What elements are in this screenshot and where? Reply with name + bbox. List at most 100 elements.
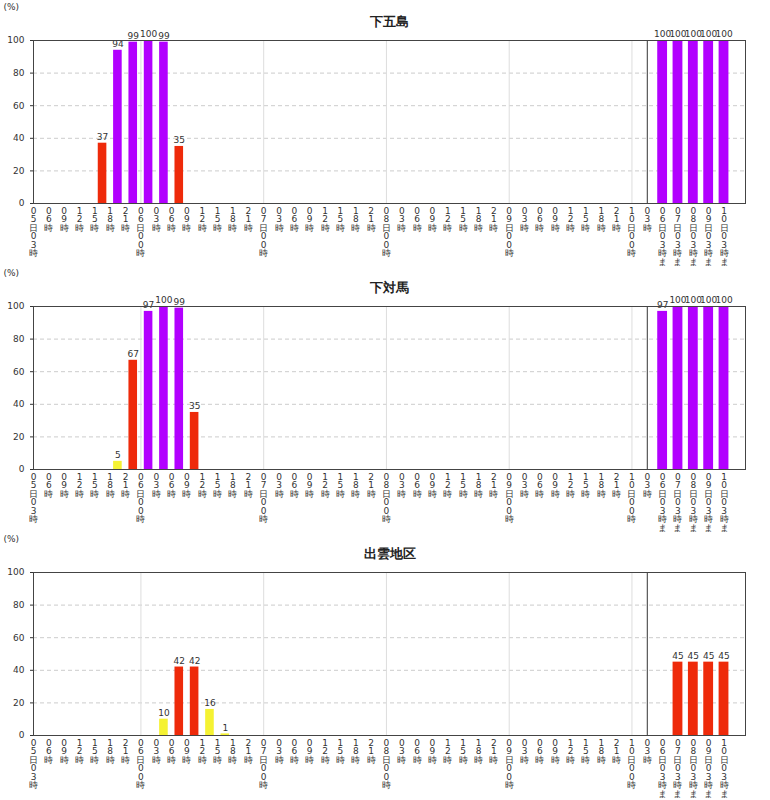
svg-text:67: 67 <box>128 349 139 359</box>
svg-text:08日03時まで: 08日03時まで <box>689 738 699 798</box>
svg-text:06日00時: 06日00時 <box>136 206 145 259</box>
svg-text:1: 1 <box>222 723 228 733</box>
svg-text:10日03時まで: 10日03時まで <box>720 472 730 532</box>
svg-text:06時: 06時 <box>413 206 422 233</box>
svg-text:12時: 12時 <box>443 206 452 233</box>
svg-text:45: 45 <box>703 651 714 661</box>
svg-text:18時: 18時 <box>106 738 115 765</box>
svg-text:15時: 15時 <box>336 206 345 233</box>
svg-text:15時: 15時 <box>336 738 345 765</box>
svg-text:07日00時: 07日00時 <box>259 472 268 525</box>
svg-text:15時: 15時 <box>90 206 99 233</box>
svg-text:03時: 03時 <box>152 472 161 499</box>
svg-text:15時: 15時 <box>213 206 222 233</box>
svg-text:21時: 21時 <box>244 472 253 499</box>
svg-text:18時: 18時 <box>474 738 483 765</box>
svg-text:10日03時まで: 10日03時まで <box>720 738 730 798</box>
svg-text:06時: 06時 <box>44 738 53 765</box>
svg-text:09時: 09時 <box>182 206 191 233</box>
svg-text:10: 10 <box>158 708 170 718</box>
svg-text:80: 80 <box>13 600 25 610</box>
svg-text:09日00時: 09日00時 <box>505 738 514 791</box>
svg-text:12時: 12時 <box>198 472 207 499</box>
svg-text:09時: 09時 <box>551 738 560 765</box>
svg-text:06時: 06時 <box>44 472 53 499</box>
svg-text:18時: 18時 <box>351 472 360 499</box>
svg-text:03時: 03時 <box>397 472 406 499</box>
svg-text:09時: 09時 <box>60 472 69 499</box>
svg-text:06時: 06時 <box>535 472 544 499</box>
svg-text:21時: 21時 <box>121 738 130 765</box>
svg-text:06時: 06時 <box>535 738 544 765</box>
svg-text:15時: 15時 <box>581 738 590 765</box>
svg-text:18時: 18時 <box>597 472 606 499</box>
svg-text:21時: 21時 <box>612 472 621 499</box>
svg-text:09時: 09時 <box>305 206 314 233</box>
svg-text:08日00時: 08日00時 <box>382 206 391 259</box>
svg-text:16: 16 <box>204 698 216 708</box>
svg-text:15時: 15時 <box>459 472 468 499</box>
svg-text:15時: 15時 <box>90 472 99 499</box>
svg-text:37: 37 <box>97 132 108 142</box>
svg-text:09時: 09時 <box>60 206 69 233</box>
svg-text:08日00時: 08日00時 <box>382 472 391 525</box>
svg-text:03時: 03時 <box>643 738 652 765</box>
svg-text:09時: 09時 <box>305 472 314 499</box>
svg-text:42: 42 <box>174 656 185 666</box>
svg-text:03時: 03時 <box>520 738 529 765</box>
svg-text:06時: 06時 <box>535 206 544 233</box>
svg-text:07日00時: 07日00時 <box>259 738 268 791</box>
svg-text:45: 45 <box>688 651 699 661</box>
svg-text:06日03時まで: 06日03時まで <box>658 738 668 798</box>
svg-text:12時: 12時 <box>75 738 84 765</box>
svg-text:03時: 03時 <box>397 738 406 765</box>
svg-text:06時: 06時 <box>167 472 176 499</box>
svg-text:(%): (%) <box>4 534 20 544</box>
svg-text:03時: 03時 <box>275 206 284 233</box>
svg-text:100: 100 <box>7 301 24 311</box>
svg-text:05日03時: 05日03時 <box>29 472 38 525</box>
svg-text:21時: 21時 <box>244 206 253 233</box>
svg-text:出雲地区: 出雲地区 <box>364 546 416 561</box>
svg-text:下対馬: 下対馬 <box>369 280 409 295</box>
svg-text:07日00時: 07日00時 <box>259 206 268 259</box>
svg-text:12時: 12時 <box>566 738 575 765</box>
svg-text:03時: 03時 <box>275 738 284 765</box>
svg-text:12時: 12時 <box>566 206 575 233</box>
svg-text:15時: 15時 <box>459 738 468 765</box>
svg-text:15時: 15時 <box>459 206 468 233</box>
svg-text:100: 100 <box>7 35 24 45</box>
svg-text:15時: 15時 <box>336 472 345 499</box>
svg-text:09時: 09時 <box>551 472 560 499</box>
svg-text:60: 60 <box>13 367 25 377</box>
svg-text:10日00時: 10日00時 <box>627 472 636 525</box>
svg-text:21時: 21時 <box>489 472 498 499</box>
svg-text:06日00時: 06日00時 <box>136 738 145 791</box>
svg-text:06時: 06時 <box>44 206 53 233</box>
svg-text:18時: 18時 <box>474 472 483 499</box>
svg-text:03時: 03時 <box>275 472 284 499</box>
svg-text:18時: 18時 <box>228 206 237 233</box>
svg-text:07日03時まで: 07日03時まで <box>673 206 683 266</box>
svg-text:21時: 21時 <box>612 206 621 233</box>
svg-text:03時: 03時 <box>520 472 529 499</box>
svg-text:09日00時: 09日00時 <box>505 472 514 525</box>
svg-text:06時: 06時 <box>167 738 176 765</box>
svg-text:03時: 03時 <box>520 206 529 233</box>
svg-text:09時: 09時 <box>182 738 191 765</box>
svg-text:21時: 21時 <box>489 206 498 233</box>
svg-text:09時: 09時 <box>428 472 437 499</box>
svg-text:12時: 12時 <box>443 738 452 765</box>
svg-text:06時: 06時 <box>167 206 176 233</box>
svg-text:20: 20 <box>13 432 25 442</box>
svg-text:12時: 12時 <box>198 738 207 765</box>
svg-text:5: 5 <box>115 450 121 460</box>
svg-text:06時: 06時 <box>290 472 299 499</box>
svg-text:03時: 03時 <box>643 472 652 499</box>
svg-text:03時: 03時 <box>643 206 652 233</box>
svg-text:21時: 21時 <box>121 206 130 233</box>
svg-text:10日03時まで: 10日03時まで <box>720 206 730 266</box>
svg-text:97: 97 <box>143 300 154 310</box>
svg-text:99: 99 <box>174 297 186 307</box>
svg-text:12時: 12時 <box>75 472 84 499</box>
